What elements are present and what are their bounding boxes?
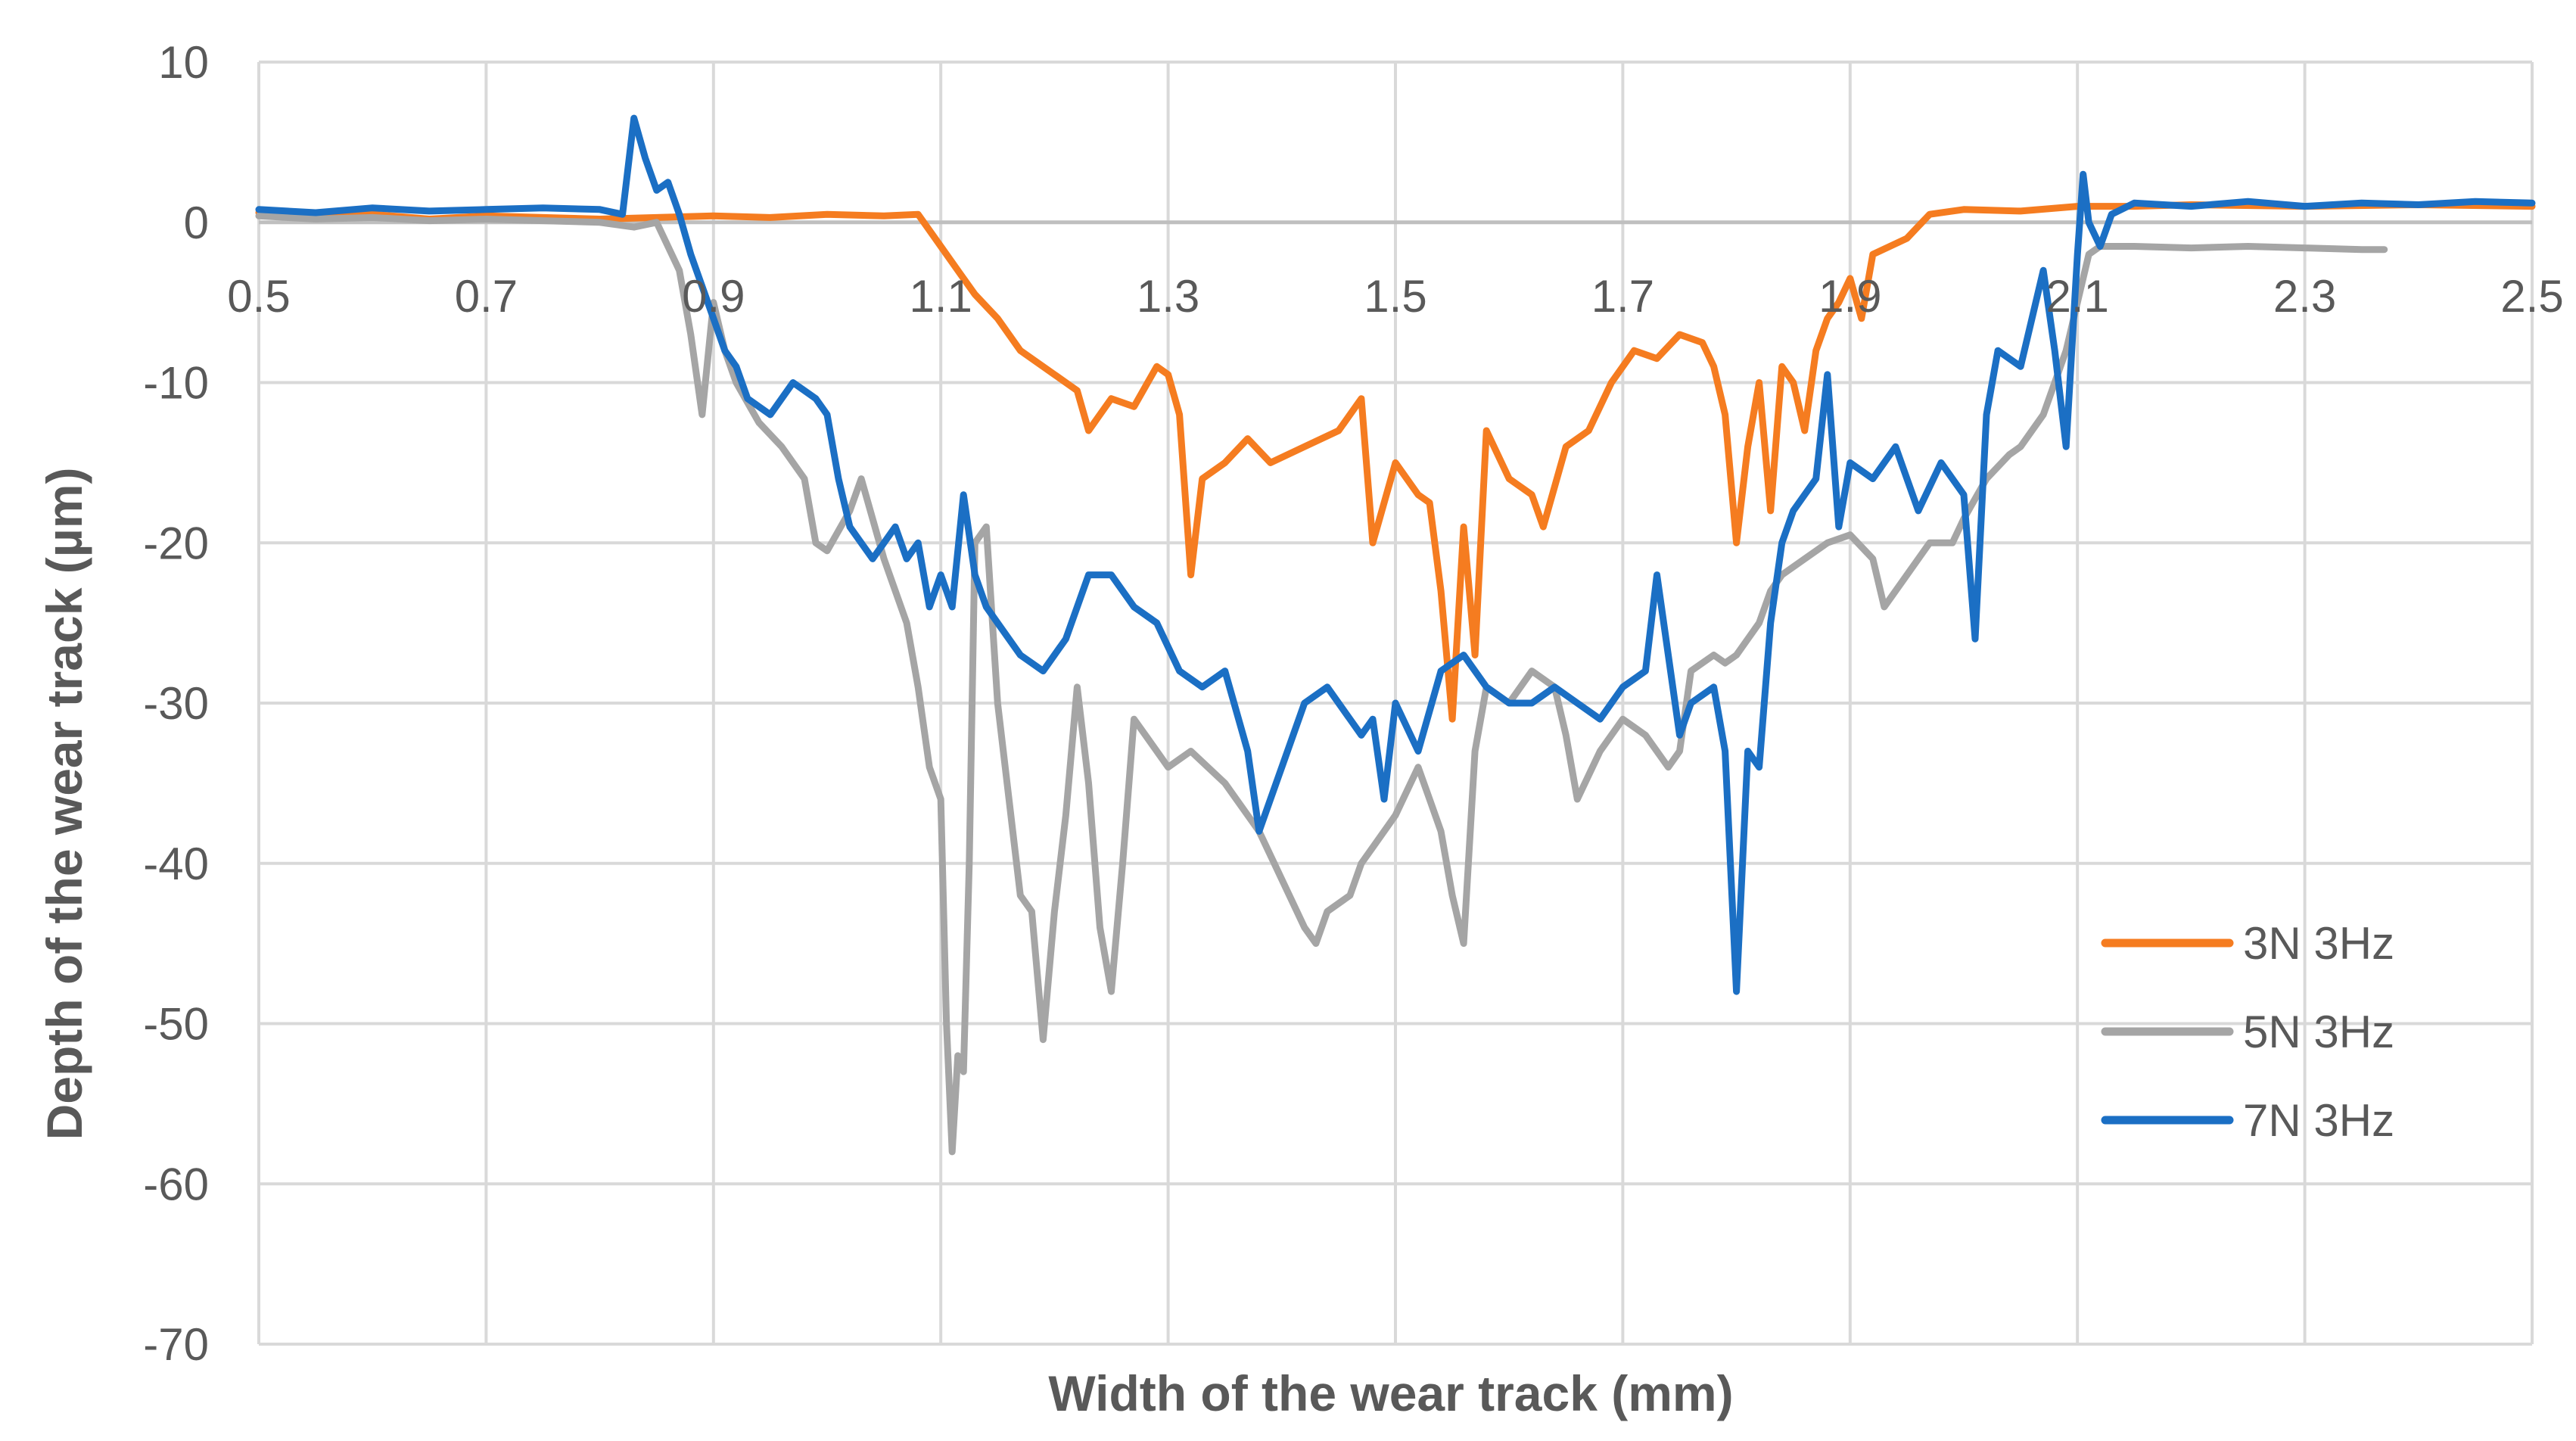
- x-tick-label: 2.5: [2500, 271, 2563, 322]
- x-tick-labels: 0.5 0.7 0.9 1.1 1.3 1.5 1.7 1.9 2.1 2.3 2.5: [227, 271, 2563, 322]
- x-tick-label: 1.9: [1818, 271, 1881, 322]
- x-tick-label: 1.5: [1364, 271, 1426, 322]
- legend: 3N 3Hz 5N 3Hz 7N 3Hz: [2101, 918, 2394, 1146]
- legend-label: 7N 3Hz: [2243, 1095, 2394, 1146]
- y-tick-label: -40: [143, 839, 209, 889]
- x-axis-title: Width of the wear track (mm): [1048, 1365, 1733, 1421]
- series-line-1: [255, 212, 2388, 1156]
- series-lines: [255, 114, 2536, 1156]
- series-line-0: [255, 201, 2536, 723]
- y-tick-labels: 10 0 -10 -20 -30 -40 -50 -60 -70: [143, 37, 209, 1370]
- x-tick-label: 2.3: [2273, 271, 2336, 322]
- x-tick-label: 0.7: [455, 271, 518, 322]
- y-tick-label: -50: [143, 999, 209, 1050]
- x-tick-label: 2.1: [2046, 271, 2108, 322]
- y-tick-label: -60: [143, 1159, 209, 1209]
- y-tick-label: -30: [143, 678, 209, 729]
- y-tick-label: -20: [143, 518, 209, 568]
- y-tick-label: -70: [143, 1319, 209, 1370]
- x-tick-label: 1.7: [1591, 271, 1654, 322]
- legend-label: 5N 3Hz: [2243, 1007, 2394, 1057]
- legend-label: 3N 3Hz: [2243, 918, 2394, 969]
- gridlines: [257, 61, 2534, 1346]
- x-tick-label: 1.3: [1137, 271, 1199, 322]
- x-tick-label: 0.5: [227, 271, 290, 322]
- y-tick-label: -10: [143, 358, 209, 409]
- y-axis-title: Depth of the wear track (µm): [36, 468, 92, 1141]
- series-line-2: [255, 114, 2536, 995]
- y-tick-label: 0: [184, 198, 209, 248]
- y-tick-label: 10: [158, 37, 209, 88]
- x-tick-label: 0.9: [682, 271, 745, 322]
- x-tick-label: 1.1: [909, 271, 972, 322]
